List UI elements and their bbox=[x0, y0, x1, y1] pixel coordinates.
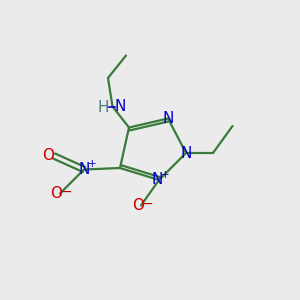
Text: +: + bbox=[161, 169, 170, 180]
Text: +: + bbox=[88, 159, 97, 169]
Text: −: − bbox=[61, 185, 72, 199]
Text: −: − bbox=[142, 197, 153, 211]
Text: N: N bbox=[180, 146, 192, 160]
Text: N: N bbox=[114, 99, 126, 114]
Text: O: O bbox=[43, 148, 55, 164]
Text: N: N bbox=[78, 162, 90, 177]
Text: N: N bbox=[152, 172, 163, 188]
Text: O: O bbox=[50, 186, 62, 201]
Text: H: H bbox=[97, 100, 109, 116]
Text: O: O bbox=[132, 198, 144, 213]
Text: N: N bbox=[162, 111, 174, 126]
